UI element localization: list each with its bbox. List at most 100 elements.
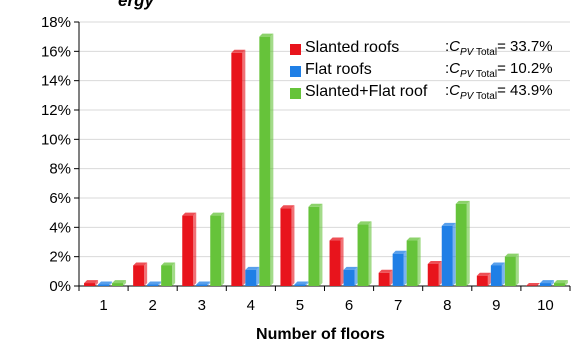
bar-side	[109, 281, 113, 286]
bar-top	[455, 200, 470, 204]
x-tick-label: 1	[99, 297, 107, 314]
y-tick-label: 12%	[41, 102, 71, 119]
bar-side	[319, 203, 323, 286]
bar	[294, 284, 306, 286]
bar-side	[158, 281, 162, 286]
bar-side	[242, 49, 246, 286]
y-tick-label: 16%	[41, 43, 71, 60]
bar	[553, 283, 565, 286]
bar-side	[221, 212, 225, 286]
x-tick-label: 7	[394, 297, 402, 314]
bar	[406, 240, 418, 286]
x-tick-label: 8	[443, 297, 451, 314]
bar	[504, 256, 516, 286]
bar-side	[95, 280, 99, 286]
x-tick-label: 4	[247, 297, 255, 314]
bar-top	[525, 283, 540, 286]
bar	[231, 52, 243, 286]
bar	[455, 203, 467, 286]
bar-top	[161, 262, 176, 266]
bar	[308, 206, 320, 286]
bar-top	[280, 205, 295, 209]
bar-side	[256, 266, 260, 286]
bar	[329, 240, 341, 286]
y-tick-label: 2%	[49, 249, 71, 266]
bar-top	[392, 250, 407, 254]
bar-side	[340, 237, 344, 286]
bar-top	[245, 266, 260, 270]
bar	[378, 272, 390, 286]
bar-top	[84, 280, 99, 284]
x-tick-label: 9	[492, 297, 500, 314]
bar-top	[147, 281, 162, 285]
bar-side	[550, 280, 554, 286]
bar-top	[98, 281, 113, 285]
bar	[196, 284, 208, 286]
bar	[147, 284, 159, 286]
bar-top	[133, 262, 148, 266]
legend-label-flat: Flat roofs	[305, 61, 372, 78]
legend-label-slanted: Slanted roofs	[305, 39, 400, 56]
y-tick-label: 10%	[41, 131, 71, 148]
bar	[427, 264, 439, 286]
bar	[490, 265, 502, 286]
bar-top	[294, 281, 309, 285]
bar-top	[406, 237, 421, 241]
y-tick-label: 6%	[49, 190, 71, 207]
bar-top	[231, 49, 246, 53]
bar	[259, 36, 271, 286]
bar	[392, 253, 404, 286]
bar-top	[357, 221, 372, 225]
legend-total-flat: :CPV Total= 10.2%	[445, 60, 553, 80]
bar-top	[553, 280, 568, 284]
legend-total-value-combined: = 43.9%	[497, 82, 553, 99]
bar	[343, 269, 355, 286]
legend-swatch-flat	[290, 66, 301, 77]
bar-side	[291, 205, 295, 286]
bar-top	[182, 212, 197, 216]
legend-total-value-slanted: = 33.7%	[497, 38, 553, 55]
bar	[476, 275, 488, 286]
bar	[84, 283, 96, 286]
bar-side	[193, 212, 197, 286]
y-tick-label: 8%	[49, 161, 71, 178]
x-axis-label: Number of floors	[256, 326, 385, 343]
bar-side	[403, 250, 407, 286]
bar-side	[487, 272, 491, 286]
bar-top	[308, 203, 323, 207]
bar	[280, 208, 292, 286]
bar	[245, 269, 257, 286]
bar-side	[515, 253, 519, 286]
bar-side	[305, 281, 309, 286]
bar	[161, 265, 173, 286]
x-tick-label: 6	[345, 297, 353, 314]
y-tick-label: 18%	[41, 14, 71, 31]
bar-side	[417, 237, 421, 286]
y-tick-label: 14%	[41, 73, 71, 90]
bar-side	[368, 221, 372, 286]
bar-top	[441, 222, 456, 226]
bar-side	[207, 281, 211, 286]
legend-total-value-flat: = 10.2%	[497, 60, 553, 77]
bar	[210, 215, 222, 286]
bar-side	[270, 33, 274, 286]
bar-side	[354, 266, 358, 286]
y-tick-label: 4%	[49, 219, 71, 236]
bar-side	[452, 222, 456, 286]
bar-top	[539, 280, 554, 284]
bar-side	[172, 262, 176, 286]
bar-top	[378, 269, 393, 273]
chart-title-fragment: ergy	[118, 0, 154, 10]
bar-side	[438, 261, 442, 286]
bar-top	[210, 212, 225, 216]
bar-side	[564, 280, 568, 286]
legend-total-slanted: :CPV Total= 33.7%	[445, 38, 553, 58]
bar	[357, 224, 369, 286]
legend-label-combined: Slanted+Flat roof	[305, 83, 428, 100]
bar-side	[123, 280, 127, 286]
bar-top	[476, 272, 491, 276]
x-tick-label: 10	[537, 297, 554, 314]
bar-side	[389, 269, 393, 286]
bar	[539, 283, 551, 286]
